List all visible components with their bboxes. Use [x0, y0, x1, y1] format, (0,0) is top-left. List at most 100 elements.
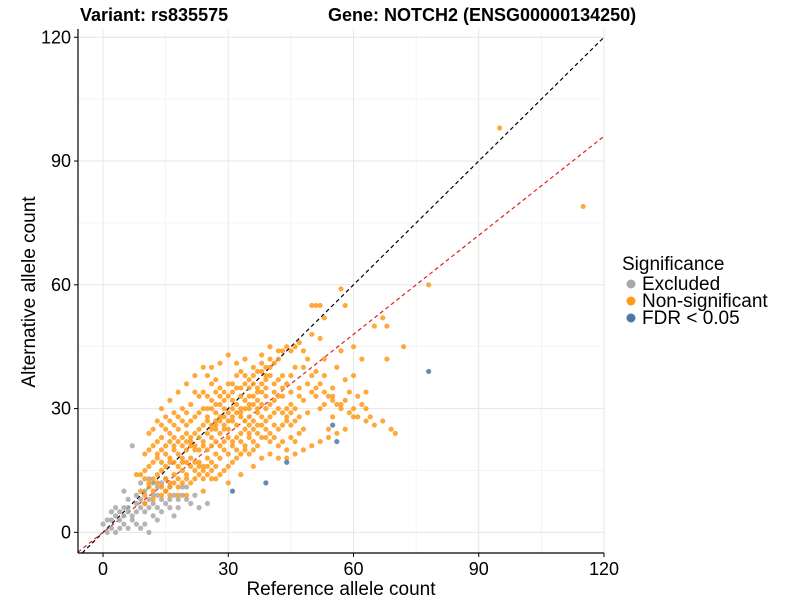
point-non-significant	[150, 459, 156, 465]
point-non-significant	[213, 389, 219, 395]
point-non-significant	[263, 426, 269, 432]
point-non-significant	[204, 472, 211, 478]
point-non-significant	[221, 447, 227, 453]
point-non-significant	[196, 426, 202, 432]
point-non-significant	[350, 405, 357, 412]
point-non-significant	[229, 418, 236, 424]
point-non-significant	[213, 410, 219, 416]
point-non-significant	[175, 426, 181, 432]
point-non-significant	[259, 360, 265, 366]
point-non-significant	[313, 302, 319, 309]
point-excluded	[138, 480, 144, 486]
point-non-significant	[217, 455, 223, 461]
point-excluded	[117, 509, 123, 515]
point-non-significant	[321, 372, 327, 379]
point-non-significant	[183, 410, 190, 416]
point-non-significant	[208, 467, 215, 474]
x-tick-label: 0	[98, 559, 108, 579]
point-non-significant	[163, 488, 169, 494]
point-non-significant	[200, 443, 206, 449]
point-non-significant	[250, 372, 256, 379]
point-non-significant	[213, 426, 219, 432]
point-excluded	[125, 505, 131, 511]
point-non-significant	[204, 405, 211, 412]
point-non-significant	[309, 372, 315, 379]
point-non-significant	[238, 410, 244, 416]
point-non-significant	[296, 385, 302, 391]
point-non-significant	[217, 443, 223, 449]
point-non-significant	[259, 389, 265, 395]
point-non-significant	[250, 418, 256, 424]
point-non-significant	[150, 476, 156, 482]
point-non-significant	[300, 364, 307, 370]
point-non-significant	[238, 472, 244, 478]
legend-swatch-non-significant	[626, 296, 636, 306]
point-non-significant	[188, 401, 194, 408]
point-non-significant	[221, 422, 227, 428]
point-non-significant	[300, 426, 307, 432]
point-excluded	[142, 488, 148, 494]
point-non-significant	[208, 476, 215, 482]
point-non-significant	[254, 422, 261, 428]
point-non-significant	[188, 438, 194, 445]
point-non-significant	[196, 410, 202, 416]
point-non-significant	[284, 405, 290, 412]
point-non-significant	[275, 405, 281, 412]
point-non-significant	[217, 472, 223, 478]
point-non-significant	[158, 434, 165, 441]
point-non-significant	[163, 451, 169, 457]
point-non-significant	[401, 344, 407, 350]
point-non-significant	[263, 385, 269, 391]
point-non-significant	[334, 364, 340, 370]
point-excluded	[171, 513, 177, 519]
point-non-significant	[342, 397, 348, 403]
point-non-significant	[300, 397, 307, 403]
point-excluded	[150, 492, 156, 498]
point-non-significant	[275, 377, 281, 383]
point-non-significant	[246, 393, 252, 399]
point-non-significant	[267, 356, 273, 362]
point-non-significant	[221, 467, 227, 474]
point-non-significant	[204, 393, 211, 399]
point-non-significant	[309, 302, 315, 309]
point-non-significant	[338, 401, 344, 408]
point-non-significant	[213, 377, 219, 383]
point-excluded	[117, 517, 123, 523]
point-non-significant	[242, 381, 248, 387]
point-non-significant	[497, 125, 503, 131]
point-non-significant	[346, 389, 352, 395]
legend: Significance Excluded Non-significant FD…	[622, 254, 768, 329]
point-non-significant	[267, 344, 273, 350]
point-non-significant	[188, 480, 194, 486]
point-excluded	[192, 492, 198, 498]
point-non-significant	[234, 434, 240, 441]
point-non-significant	[204, 414, 211, 420]
point-fdr-0-05	[284, 459, 290, 465]
point-excluded	[167, 496, 173, 502]
point-non-significant	[175, 463, 181, 469]
point-non-significant	[146, 484, 152, 490]
point-non-significant	[188, 463, 194, 469]
point-non-significant	[342, 302, 348, 309]
point-non-significant	[242, 372, 248, 379]
point-non-significant	[188, 443, 194, 449]
point-non-significant	[221, 426, 227, 432]
point-non-significant	[242, 397, 248, 403]
point-non-significant	[183, 381, 190, 387]
y-tick-label: 0	[61, 522, 71, 542]
point-non-significant	[238, 451, 244, 457]
point-non-significant	[275, 455, 281, 461]
point-non-significant	[284, 447, 290, 453]
point-excluded	[146, 496, 152, 502]
point-non-significant	[192, 430, 198, 436]
point-non-significant	[213, 401, 219, 408]
point-non-significant	[296, 393, 302, 399]
point-non-significant	[208, 422, 215, 428]
grid-lines	[78, 29, 605, 553]
point-non-significant	[238, 405, 244, 412]
point-excluded	[133, 492, 140, 498]
point-non-significant	[150, 426, 156, 432]
point-non-significant	[208, 397, 215, 403]
point-non-significant	[384, 356, 390, 362]
point-non-significant	[225, 463, 231, 469]
